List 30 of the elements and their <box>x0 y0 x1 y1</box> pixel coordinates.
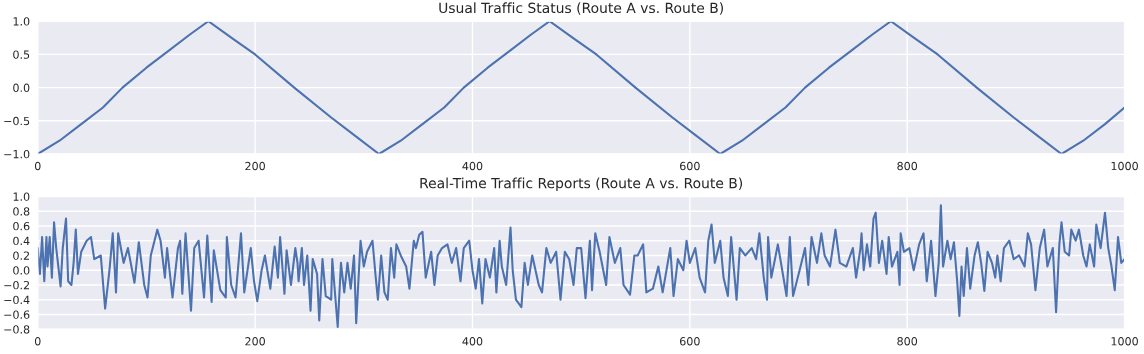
x-tick-label: 800 <box>897 337 918 346</box>
x-tick-label: 0 <box>34 337 41 346</box>
y-tick-label: 0.6 <box>13 221 30 231</box>
y-tick-label: 1.0 <box>13 17 30 26</box>
y-tick-label: 0.4 <box>13 236 30 246</box>
x-tick-label: 800 <box>897 161 918 171</box>
chart-title: Usual Traffic Status (Route A vs. Route B) <box>439 2 723 15</box>
y-tick-label: −1.0 <box>4 149 30 159</box>
y-tick-label: 0.2 <box>13 251 29 260</box>
y-tick-label: 1.0 <box>13 192 30 201</box>
y-tick-label: 0.8 <box>13 207 30 216</box>
y-tick-label: 0.5 <box>13 50 30 59</box>
x-tick-label: 400 <box>462 161 483 171</box>
y-tick-label: −0.5 <box>4 116 30 126</box>
y-tick-label: −0.2 <box>4 280 29 290</box>
x-tick-label: 1000 <box>1111 161 1138 171</box>
x-tick-label: 600 <box>680 161 700 171</box>
x-tick-label: 200 <box>245 161 265 171</box>
y-tick-label: 0.0 <box>13 83 30 92</box>
y-tick-label: −0.4 <box>4 295 30 305</box>
y-tick-label: −0.8 <box>4 325 30 334</box>
x-tick-label: 600 <box>680 337 700 346</box>
x-tick-label: 0 <box>34 161 41 171</box>
y-tick-label: −0.6 <box>4 310 30 319</box>
x-tick-label: 200 <box>245 337 265 346</box>
line-series <box>37 21 1125 154</box>
chart-title: Real-Time Traffic Reports (Route A vs. Route B) <box>420 177 743 192</box>
x-tick-label: 1000 <box>1111 337 1138 346</box>
x-tick-label: 400 <box>462 337 483 346</box>
y-tick-label: 0.0 <box>13 266 30 275</box>
